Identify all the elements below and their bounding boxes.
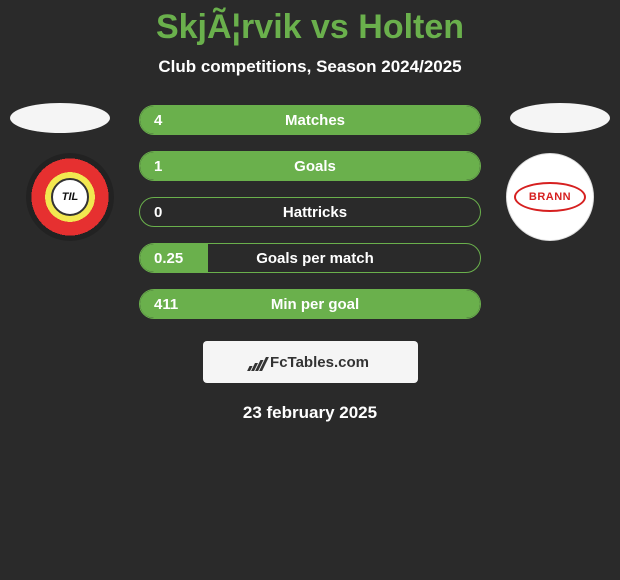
stat-row: 411Min per goal [139,289,481,319]
team-badge-right: BRANN [500,153,600,241]
date-text: 23 february 2025 [0,403,620,423]
brand-text: FcTables.com [270,354,369,371]
stat-row: 4Matches [139,105,481,135]
stat-label: Min per goal [140,296,480,313]
stat-label: Matches [140,112,480,129]
til-badge-text: TIL [62,191,79,203]
brann-badge-inner: BRANN [514,182,586,212]
page-title: SkjÃ¦rvik vs Holten [0,8,620,47]
brann-badge-icon: BRANN [506,153,594,241]
team-badge-left: TIL [20,153,120,241]
bars-icon [247,355,270,371]
stat-row: 1Goals [139,151,481,181]
til-badge-icon: TIL [26,153,114,241]
stat-row: 0Hattricks [139,197,481,227]
stat-row: 0.25Goals per match [139,243,481,273]
infographic-container: SkjÃ¦rvik vs Holten Club competitions, S… [0,0,620,423]
subtitle: Club competitions, Season 2024/2025 [0,57,620,77]
flag-left [10,103,110,133]
brann-badge-text: BRANN [529,191,571,203]
stat-label: Hattricks [140,204,480,221]
til-badge-inner: TIL [51,178,89,216]
flag-right [510,103,610,133]
brand-box: FcTables.com [203,341,418,383]
stats-list: 4Matches 1Goals 0Hattricks 0.25Goals per ma… [139,105,481,319]
stat-label: Goals [140,158,480,175]
main-area: TIL BRANN 4Matches 1Goals 0Hattricks 0.25Go… [0,105,620,319]
stat-label: Goals per match [140,250,480,267]
